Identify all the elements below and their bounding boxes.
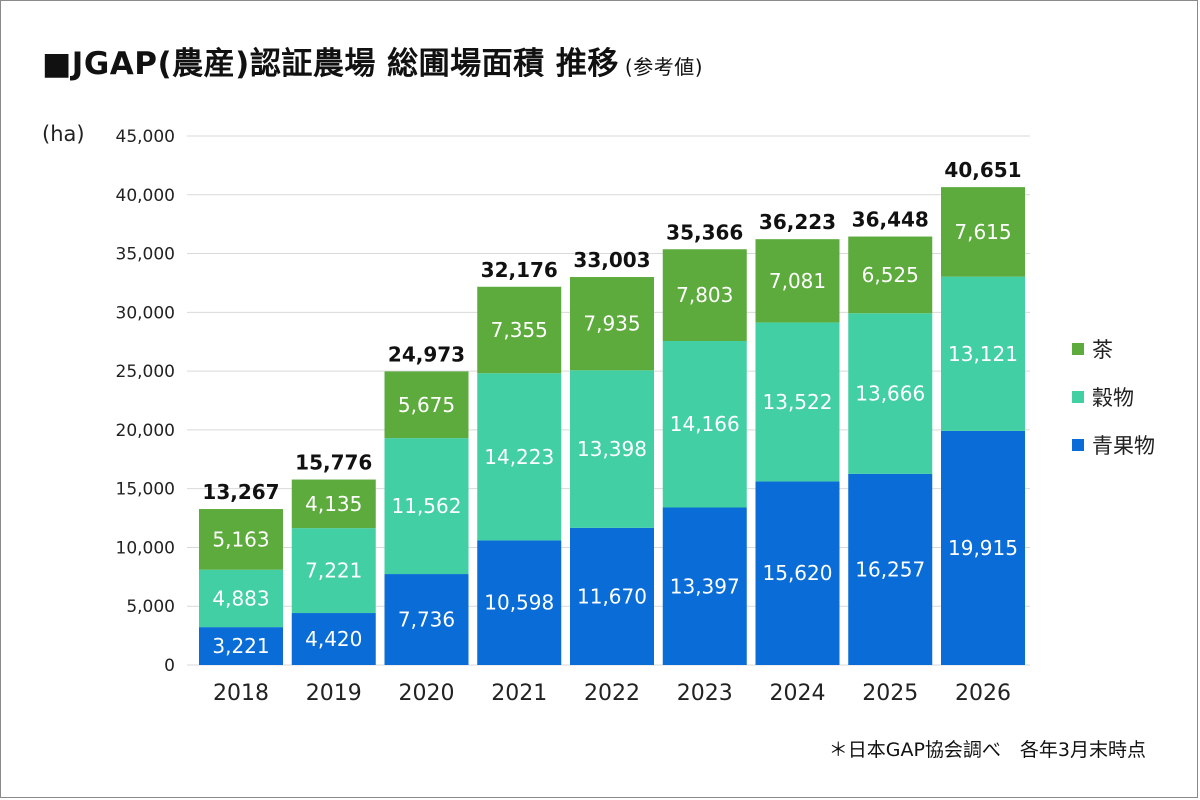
bar-total-label: 40,651 xyxy=(944,158,1021,182)
bar-value-label: 7,736 xyxy=(398,608,455,632)
y-tick-label: 10,000 xyxy=(116,538,175,558)
bar-segment xyxy=(384,371,469,439)
bar-total-label: 36,448 xyxy=(852,208,929,232)
bar-value-label: 15,620 xyxy=(763,561,833,585)
y-tick-label: 40,000 xyxy=(116,186,175,206)
bar-segment xyxy=(941,276,1025,431)
chart-title: ■JGAP(農産)認証農場 総圃場面積 推移 (参考値) xyxy=(42,38,703,83)
y-tick-label: 45,000 xyxy=(116,127,175,147)
bar-total-label: 15,776 xyxy=(295,451,372,475)
bar-value-label: 5,675 xyxy=(398,393,455,417)
bar-value-label: 13,397 xyxy=(670,574,740,598)
legend-label-grain: 穀物 xyxy=(1092,386,1134,410)
bar-value-label: 7,081 xyxy=(769,269,826,293)
bar-segment xyxy=(755,481,840,665)
bar-segment xyxy=(755,239,840,323)
bar-segment xyxy=(384,438,469,575)
y-tick-label: 25,000 xyxy=(116,362,175,382)
x-tick-label: 2022 xyxy=(584,681,640,706)
y-tick-label: 5,000 xyxy=(126,597,175,617)
bar-value-label: 10,598 xyxy=(484,591,554,615)
x-tick-label: 2024 xyxy=(770,681,826,706)
bar-value-label: 4,883 xyxy=(212,586,269,610)
chart-subtitle: (参考値) xyxy=(624,55,704,79)
bar-value-label: 4,420 xyxy=(305,627,362,651)
bar-segment xyxy=(941,187,1025,277)
bar-segment xyxy=(662,249,747,341)
legend-label-tea: 茶 xyxy=(1092,338,1113,362)
y-tick-label: 30,000 xyxy=(116,303,175,323)
bar-total-label: 33,003 xyxy=(573,248,650,272)
bar-value-label: 14,223 xyxy=(484,445,554,469)
bar-segment xyxy=(848,473,933,665)
bar-total-label: 32,176 xyxy=(481,258,558,282)
y-axis-unit-label: (ha) xyxy=(42,122,85,146)
legend-item-vegetables: 青果物 xyxy=(1072,434,1155,458)
bar-value-label: 11,562 xyxy=(392,494,462,518)
x-tick-label: 2018 xyxy=(213,681,269,706)
legend-item-tea: 茶 xyxy=(1072,338,1155,362)
x-tick-label: 2023 xyxy=(677,681,733,706)
bar-total-label: 13,267 xyxy=(202,480,279,504)
bar-value-label: 7,355 xyxy=(491,318,548,342)
bar-segment xyxy=(570,527,654,665)
legend-swatch-tea xyxy=(1072,343,1084,355)
bar-total-label: 36,223 xyxy=(759,210,836,234)
legend-item-grain: 穀物 xyxy=(1072,386,1155,410)
bar-segment xyxy=(199,627,283,665)
source-note: ＊日本GAP協会調べ 各年3月末時点 xyxy=(828,739,1146,761)
x-tick-label: 2020 xyxy=(399,681,455,706)
bar-segment xyxy=(477,540,562,665)
bar-segment xyxy=(662,507,747,665)
x-tick-label: 2026 xyxy=(955,681,1011,706)
bar-segment xyxy=(570,277,654,371)
bar-value-label: 13,522 xyxy=(763,390,833,414)
bar-value-label: 3,221 xyxy=(212,634,269,658)
legend-swatch-vegetables xyxy=(1072,439,1084,451)
bar-value-label: 7,221 xyxy=(305,559,362,583)
bar-segment xyxy=(848,236,933,314)
bar-segment xyxy=(199,509,283,570)
chart-legend: 茶 穀物 青果物 xyxy=(1072,338,1155,482)
bar-segment xyxy=(848,313,933,474)
bar-value-label: 13,398 xyxy=(577,437,647,461)
bar-value-label: 14,166 xyxy=(670,412,740,436)
bar-segment xyxy=(570,370,654,528)
bar-segment xyxy=(755,322,840,482)
bar-value-label: 5,163 xyxy=(212,527,269,551)
bar-segment xyxy=(477,373,562,541)
y-tick-label: 20,000 xyxy=(116,421,175,441)
bar-total-label: 35,366 xyxy=(666,220,743,244)
bar-value-label: 4,135 xyxy=(305,492,362,516)
y-tick-label: 15,000 xyxy=(116,480,175,500)
bar-value-label: 6,525 xyxy=(862,263,919,287)
bar-segment xyxy=(291,528,376,614)
bar-value-label: 13,121 xyxy=(948,342,1018,366)
bar-segment xyxy=(291,479,376,529)
x-tick-label: 2025 xyxy=(862,681,918,706)
bar-segment xyxy=(941,430,1025,665)
legend-swatch-grain xyxy=(1072,391,1084,403)
y-tick-label: 0 xyxy=(164,656,175,676)
bar-value-label: 7,803 xyxy=(676,283,733,307)
x-tick-label: 2019 xyxy=(306,681,362,706)
bar-value-label: 7,615 xyxy=(954,220,1011,244)
x-tick-label: 2021 xyxy=(491,681,547,706)
bar-total-label: 24,973 xyxy=(388,342,465,366)
y-tick-label: 35,000 xyxy=(116,245,175,265)
bar-segment xyxy=(384,574,469,665)
bar-value-label: 16,257 xyxy=(855,557,925,581)
bar-value-label: 11,670 xyxy=(577,584,647,608)
legend-label-vegetables: 青果物 xyxy=(1092,434,1155,458)
bar-value-label: 7,935 xyxy=(583,312,640,336)
bar-segment xyxy=(477,286,562,374)
bar-segment xyxy=(199,569,283,628)
bar-value-label: 19,915 xyxy=(948,536,1018,560)
chart-title-main: ■JGAP(農産)認証農場 総圃場面積 推移 xyxy=(42,46,619,82)
bar-value-label: 13,666 xyxy=(855,382,925,406)
bar-segment xyxy=(291,613,376,665)
bar-segment xyxy=(662,340,747,508)
